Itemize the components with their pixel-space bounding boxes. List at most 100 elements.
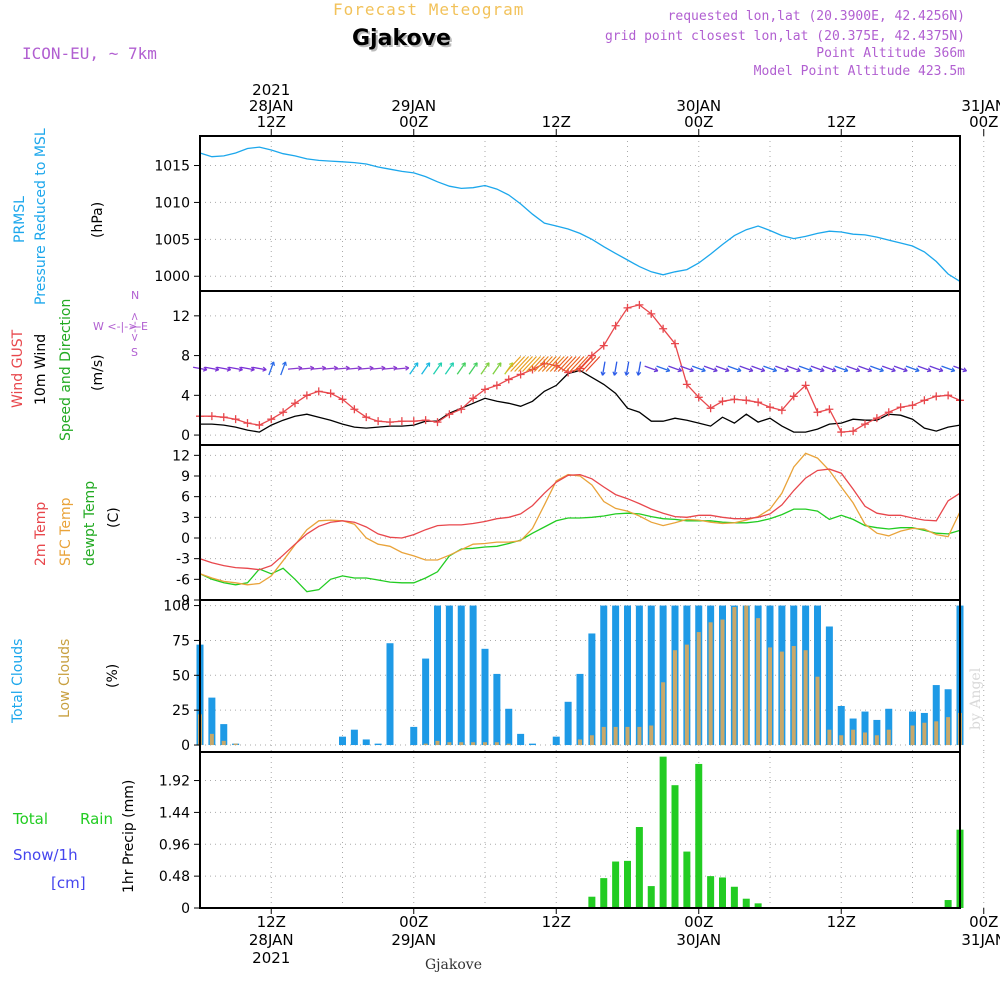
low-clouds-bar <box>684 644 689 746</box>
wind-direction-arrow <box>577 356 593 372</box>
requested-lonlat: requested lon,lat (20.3900E, 42.4256N) <box>667 9 965 24</box>
bottom-time-label: 30JAN <box>676 931 721 949</box>
low-clouds-bar <box>447 742 452 746</box>
low-clouds-bar <box>696 632 701 746</box>
marks-layer <box>192 146 968 909</box>
wind-direction-arrow <box>492 362 502 375</box>
total-clouds-bar <box>932 685 940 746</box>
total-clouds-bar <box>374 743 382 746</box>
gust-marker <box>255 421 264 430</box>
low-clouds-bar <box>803 650 808 746</box>
wind-arrow-head <box>725 367 730 373</box>
wind-arrow-head <box>473 362 478 367</box>
top-time-label: 29JAN <box>391 97 436 115</box>
wind-arrow-head <box>600 371 606 376</box>
bottom-time-label: 12Z <box>257 913 286 931</box>
y-tick-label: 9 <box>181 469 190 485</box>
gust-marker <box>599 341 608 350</box>
y-tick-label: 0 <box>181 531 190 547</box>
wind-direction-arrow <box>359 367 374 370</box>
wind-arrow-head <box>903 367 908 373</box>
low-clouds-bar <box>946 717 951 746</box>
compass-s: S <box>131 346 138 359</box>
wind-direction-arrow <box>204 366 219 371</box>
location-title: Gjakove <box>352 26 451 51</box>
gust-marker <box>694 393 703 402</box>
gust-marker <box>421 416 430 425</box>
total-clouds-bar <box>386 643 394 746</box>
wind-direction-arrow <box>529 356 545 372</box>
wind-direction-arrow <box>727 365 742 372</box>
low-clouds-bar <box>815 676 820 746</box>
y-tick-label: -9 <box>176 593 190 609</box>
total-clouds-bar <box>647 605 655 746</box>
wind-line <box>200 369 961 433</box>
wind-direction-arrow <box>537 356 553 372</box>
wind-direction-arrow <box>347 367 362 370</box>
wind-direction-arrow <box>668 365 682 372</box>
low-clouds-bar <box>756 618 761 746</box>
total-clouds-bar <box>481 648 489 746</box>
gust-marker <box>884 408 893 417</box>
wind-arrow-head <box>677 367 683 373</box>
top-time-label: 00Z <box>399 113 428 131</box>
wind-arrow-head <box>636 371 642 376</box>
wind-direction-arrow <box>573 356 589 372</box>
y-tick-label: 75 <box>172 633 190 649</box>
wind-arrow-head <box>867 367 873 373</box>
low-clouds-bar <box>720 619 725 746</box>
sfc-temp-line <box>199 452 961 586</box>
wind-arrow-head <box>736 367 742 373</box>
rain-bar <box>671 785 679 908</box>
model-name: ICON-EU, ~ 7km <box>22 44 157 63</box>
total-clouds-bar <box>837 705 845 746</box>
low-clouds-bar <box>851 729 856 746</box>
gust-marker <box>682 380 691 389</box>
wind-direction-arrow <box>432 362 443 375</box>
top-time-label: 12Z <box>542 113 571 131</box>
wind-arrow-head <box>437 362 443 367</box>
gust-marker <box>849 427 858 436</box>
wind-direction-arrow <box>299 367 314 370</box>
wind-arrow-head <box>772 367 778 373</box>
total-clouds-bar <box>873 719 881 746</box>
low-clouds-bar <box>744 605 749 746</box>
total-clouds-bar <box>564 701 572 746</box>
gust-marker <box>409 417 418 426</box>
gust-marker <box>291 399 299 408</box>
low-clouds-bar <box>768 647 772 746</box>
low-clouds-bar <box>209 733 214 746</box>
wind-direction-arrow <box>526 356 541 372</box>
rain-bar <box>695 763 703 908</box>
gust-marker <box>445 410 454 419</box>
y-tick-label: 0 <box>181 901 190 917</box>
wind-direction-arrow <box>601 361 606 376</box>
rain-bar <box>635 827 643 908</box>
wind-direction-arrow <box>581 356 597 372</box>
total-clouds-bar <box>517 733 525 746</box>
wind-direction-arrow <box>541 356 557 372</box>
low-clouds-bar <box>625 726 630 746</box>
y-tick-label: 6 <box>181 490 190 506</box>
gust-marker <box>611 321 620 330</box>
top-time-label: 30JAN <box>676 97 721 115</box>
gust-marker <box>279 408 288 417</box>
point-altitude: Point Altitude 366m <box>816 46 965 61</box>
gust-marker <box>801 381 810 390</box>
top-time-label: 28JAN <box>249 97 294 115</box>
wind-direction-arrow <box>506 356 522 372</box>
wind-direction-arrow <box>394 367 409 370</box>
wind-arrow-head <box>915 367 920 373</box>
y-tick-label: 1000 <box>154 269 190 285</box>
wind-direction-arrow <box>786 365 801 372</box>
gust-marker <box>231 415 240 424</box>
total-clouds-bar <box>552 736 560 746</box>
gust-marker <box>326 389 335 398</box>
wind-direction-arrow <box>561 356 577 372</box>
low-clouds-bar <box>732 606 737 746</box>
top-time-label: 00Z <box>684 113 713 131</box>
wind-direction-arrow <box>335 367 350 370</box>
total-clouds-bar <box>612 605 620 746</box>
total-clouds-bar <box>410 726 418 746</box>
